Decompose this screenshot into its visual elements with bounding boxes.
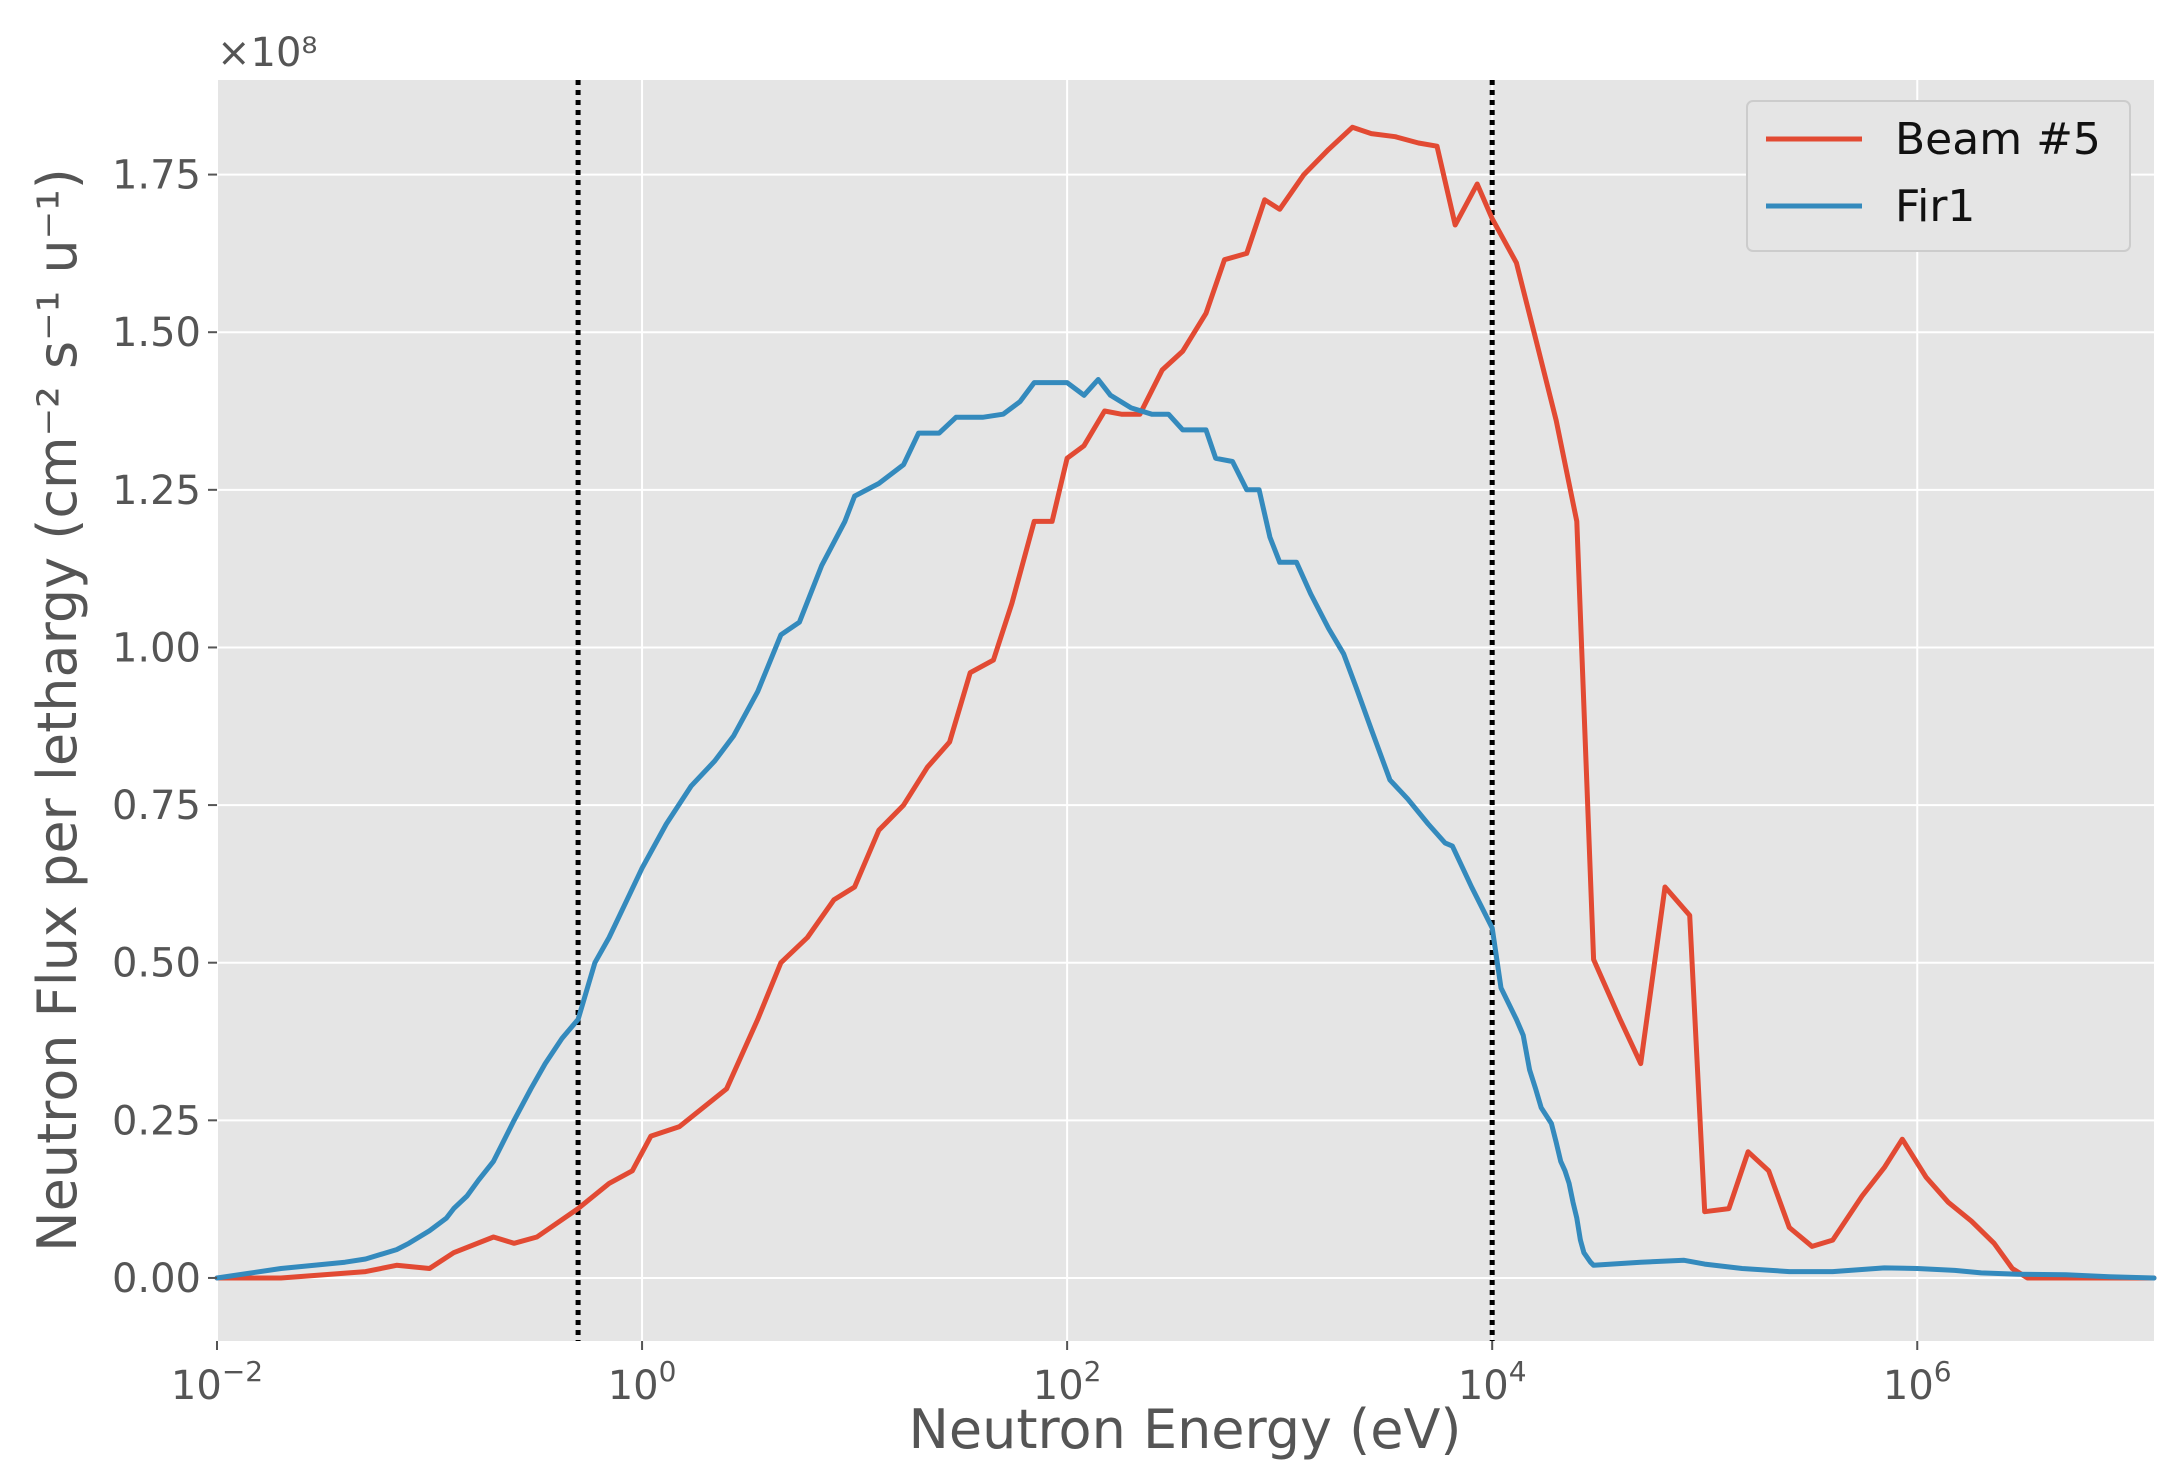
series-lines <box>214 124 2157 1281</box>
x-tick-label: 10−2 <box>171 1355 263 1409</box>
x-tick-label-base: 10 <box>1458 1363 1509 1409</box>
legend-label-fir1: Fir1 <box>1895 181 1975 232</box>
y-tick-label: 1.50 <box>112 310 201 356</box>
x-tick-label-exponent: 6 <box>1934 1355 1952 1388</box>
y-tick-label: 0.75 <box>112 783 201 829</box>
legend-label-beam5: Beam #5 <box>1895 114 2101 165</box>
y-tick-label: 0.00 <box>112 1256 201 1302</box>
x-tick-label-base: 10 <box>1883 1363 1934 1409</box>
x-axis-ticks: 10−2 100 102 104 106 <box>171 1341 1952 1409</box>
series-line-beam5 <box>214 124 2157 1281</box>
series-line-fir1 <box>214 377 2157 1281</box>
y-axis-label: Neutron Flux per lethargy (cm⁻² s⁻¹ u⁻¹) <box>26 168 89 1252</box>
plot-background <box>217 80 2154 1341</box>
y-tick-label: 1.00 <box>112 625 201 671</box>
x-tick-label-exponent: −2 <box>222 1355 263 1388</box>
x-tick-label-exponent: 4 <box>1509 1355 1527 1388</box>
x-tick-label: 102 <box>1033 1355 1102 1409</box>
y-axis-ticks: 0.00 0.25 0.50 0.75 1.00 1.25 1.50 1.75 <box>112 153 217 1302</box>
y-tick-label: 1.75 <box>112 153 201 199</box>
x-axis-label: Neutron Energy (eV) <box>909 1398 1462 1461</box>
legend: Beam #5 Fir1 <box>1746 100 2131 252</box>
x-tick-label-base: 10 <box>171 1363 222 1409</box>
x-tick-label-exponent: 2 <box>1084 1355 1102 1388</box>
vertical-marker-lines <box>575 80 1495 1341</box>
y-tick-label: 0.50 <box>112 941 201 987</box>
x-tick-label: 100 <box>608 1355 677 1409</box>
x-tick-label-exponent: 0 <box>659 1355 677 1388</box>
y-tick-label: 0.25 <box>112 1098 201 1144</box>
x-tick-label-base: 10 <box>608 1363 659 1409</box>
x-tick-label: 104 <box>1458 1355 1527 1409</box>
y-multiplier-label: ×10⁸ <box>217 30 317 76</box>
x-tick-label: 106 <box>1883 1355 1952 1409</box>
x-tick-label-base: 10 <box>1033 1363 1084 1409</box>
y-tick-label: 1.25 <box>112 468 201 514</box>
